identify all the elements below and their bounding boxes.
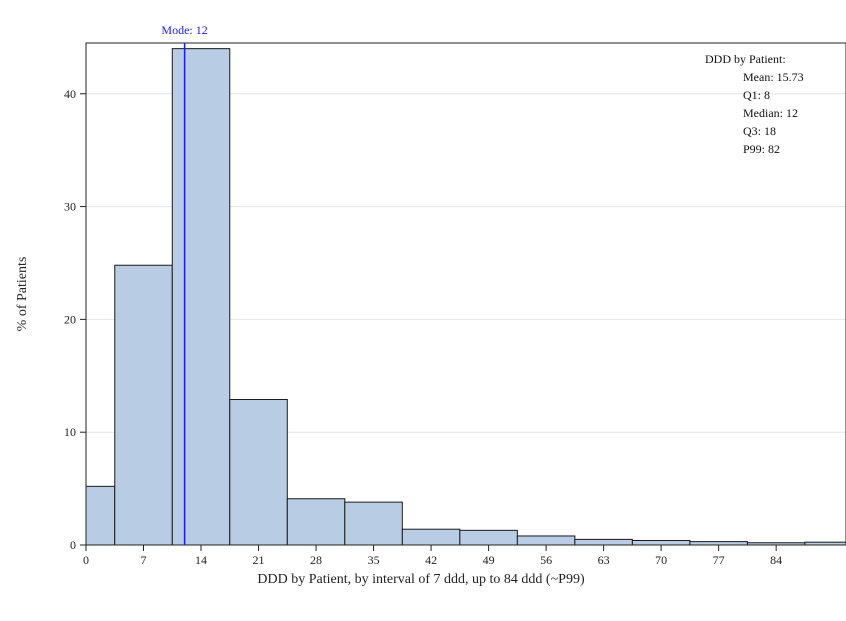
stats-line: Median: 12 bbox=[743, 106, 798, 120]
histogram-bar bbox=[574, 538, 633, 546]
y-tick-label: 40 bbox=[64, 87, 76, 101]
x-tick-label: 0 bbox=[83, 553, 89, 567]
histogram-bar bbox=[459, 529, 518, 546]
histogram-bar bbox=[114, 264, 173, 546]
x-tick-label: 14 bbox=[195, 553, 207, 567]
stats-line: Mean: 15.73 bbox=[743, 70, 804, 84]
x-axis-label: DDD by Patient, by interval of 7 ddd, up… bbox=[257, 572, 585, 587]
x-axis-ticks: 0 7 14 21 28 35 42 49 56 63 70 77 84 bbox=[83, 545, 782, 567]
y-tick-label: 0 bbox=[70, 538, 76, 552]
y-axis-ticks: 0 10 20 30 40 bbox=[64, 87, 86, 552]
histogram-bar bbox=[344, 501, 403, 546]
stats-title: DDD by Patient: bbox=[705, 52, 786, 66]
stats-line: Q3: 18 bbox=[743, 124, 776, 138]
x-tick-label: 63 bbox=[598, 553, 610, 567]
y-tick-label: 10 bbox=[64, 425, 76, 439]
histogram-bar bbox=[171, 48, 231, 546]
stats-line: Q1: 8 bbox=[743, 88, 770, 102]
plot-area-frame bbox=[85, 42, 846, 546]
histogram-bar bbox=[85, 485, 116, 546]
x-tick-label: 21 bbox=[253, 553, 265, 567]
stats-line: P99: 82 bbox=[743, 142, 780, 156]
x-tick-label: 42 bbox=[425, 553, 437, 567]
histogram-bar bbox=[689, 541, 748, 546]
histogram-bars bbox=[85, 48, 846, 546]
histogram-bar bbox=[516, 535, 576, 546]
histogram-bar bbox=[286, 498, 346, 546]
x-tick-label: 7 bbox=[141, 553, 147, 567]
x-tick-label: 35 bbox=[368, 553, 380, 567]
x-tick-label: 28 bbox=[310, 553, 322, 567]
histogram-bar bbox=[631, 539, 691, 546]
mode-label: Mode: 12 bbox=[161, 23, 207, 37]
stats-box: DDD by Patient: Mean: 15.73 Q1: 8 Median: … bbox=[705, 52, 804, 156]
y-tick-label: 30 bbox=[64, 200, 76, 214]
x-tick-label: 56 bbox=[540, 553, 552, 567]
x-tick-label: 84 bbox=[770, 553, 782, 567]
y-tick-label: 20 bbox=[64, 312, 76, 326]
y-axis-label: % of Patients bbox=[15, 257, 30, 332]
x-tick-label: 70 bbox=[655, 553, 667, 567]
histogram-bar bbox=[401, 528, 461, 546]
histogram-bar bbox=[229, 398, 288, 546]
x-tick-label: 77 bbox=[713, 553, 725, 567]
x-tick-label: 49 bbox=[483, 553, 495, 567]
